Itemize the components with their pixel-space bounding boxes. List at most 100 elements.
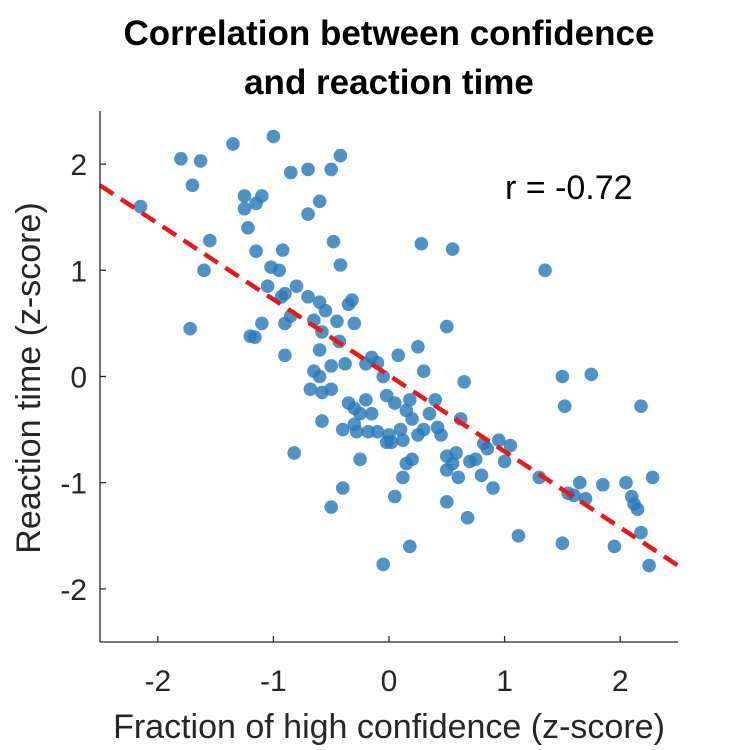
- data-point: [237, 189, 252, 203]
- data-point: [403, 393, 417, 407]
- data-point: [416, 422, 431, 437]
- x-ticks: -2 -1 0 1 2: [144, 636, 629, 698]
- regression-fit-line: [98, 183, 680, 568]
- data-point: [330, 314, 344, 329]
- data-point: [255, 189, 269, 203]
- data-point: [353, 406, 367, 421]
- data-point: [414, 236, 429, 251]
- data-point: [416, 364, 431, 378]
- data-point: [283, 165, 298, 180]
- data-point: [486, 481, 500, 495]
- data-point: [468, 452, 483, 467]
- data-point: [326, 234, 341, 249]
- data-point: [333, 148, 348, 163]
- y-tick-label: -1: [60, 468, 87, 501]
- data-point: [596, 478, 610, 492]
- data-point: [445, 456, 460, 471]
- data-point: [237, 201, 252, 216]
- data-point: [557, 399, 572, 414]
- data-point: [572, 475, 587, 490]
- data-point: [335, 422, 350, 437]
- data-point: [312, 343, 327, 357]
- data-point: [642, 558, 656, 573]
- data-point: [379, 435, 394, 450]
- data-point: [555, 536, 570, 551]
- data-point: [174, 151, 188, 166]
- data-point: [203, 233, 217, 248]
- data-points: [133, 129, 660, 573]
- data-point: [440, 319, 454, 334]
- data-point: [312, 194, 327, 209]
- data-point: [399, 456, 414, 471]
- data-point: [634, 525, 648, 540]
- data-point: [324, 359, 339, 373]
- y-axis-label: Reaction time (z-score): [10, 202, 48, 553]
- data-point: [266, 129, 281, 144]
- data-point: [312, 369, 327, 384]
- data-point: [538, 263, 552, 278]
- data-point: [287, 446, 302, 460]
- data-point: [197, 263, 211, 278]
- data-point: [241, 221, 255, 235]
- data-point: [403, 539, 417, 554]
- data-point: [449, 446, 463, 460]
- data-point: [338, 356, 352, 371]
- data-point: [396, 433, 410, 448]
- x-tick-label: 1: [496, 665, 513, 698]
- correlation-annotation: r = -0.72: [505, 169, 633, 207]
- data-point: [226, 137, 240, 151]
- data-point: [634, 399, 648, 414]
- data-point: [260, 279, 275, 294]
- data-point: [630, 502, 645, 517]
- data-point: [185, 178, 200, 193]
- data-point: [272, 263, 286, 278]
- data-point: [511, 529, 526, 543]
- data-point: [607, 539, 622, 554]
- x-tick-label: 2: [612, 665, 629, 698]
- data-point: [567, 488, 581, 503]
- data-point: [333, 258, 348, 272]
- data-point: [275, 243, 290, 257]
- data-point: [411, 339, 425, 354]
- data-point: [619, 475, 633, 490]
- data-point: [349, 424, 364, 439]
- data-point: [289, 279, 304, 294]
- data-point: [457, 375, 471, 389]
- x-tick-label: -1: [260, 665, 287, 698]
- data-point: [422, 406, 437, 421]
- y-tick-label: 1: [70, 255, 87, 288]
- data-point: [301, 290, 315, 304]
- x-tick-label: -2: [144, 665, 171, 698]
- data-point: [460, 510, 475, 525]
- data-point: [445, 242, 460, 256]
- data-point: [387, 396, 402, 410]
- data-point: [434, 428, 448, 442]
- data-point: [347, 316, 362, 331]
- data-point: [474, 468, 489, 483]
- data-point: [376, 557, 391, 572]
- data-point: [376, 369, 391, 384]
- data-point: [248, 330, 262, 345]
- data-point: [492, 433, 506, 448]
- data-point: [503, 438, 518, 453]
- data-point: [335, 481, 350, 495]
- data-point: [278, 348, 292, 363]
- data-point: [324, 162, 339, 177]
- data-point: [497, 454, 512, 469]
- data-point: [645, 470, 660, 485]
- y-ticks: -2 -1 0 1 2: [60, 149, 106, 607]
- data-point: [353, 452, 367, 467]
- x-tick-label: 0: [381, 665, 398, 698]
- chart-title-line-1: Correlation between confidence: [124, 14, 655, 53]
- data-point: [133, 199, 148, 214]
- chart-title-line-2: and reaction time: [244, 63, 534, 102]
- data-point: [193, 154, 208, 168]
- data-point: [584, 367, 599, 382]
- data-point: [405, 412, 419, 426]
- y-tick-label: 2: [70, 149, 87, 182]
- data-point: [301, 162, 315, 177]
- data-point: [301, 207, 315, 221]
- y-tick-label: -2: [60, 574, 87, 607]
- data-point: [249, 244, 263, 258]
